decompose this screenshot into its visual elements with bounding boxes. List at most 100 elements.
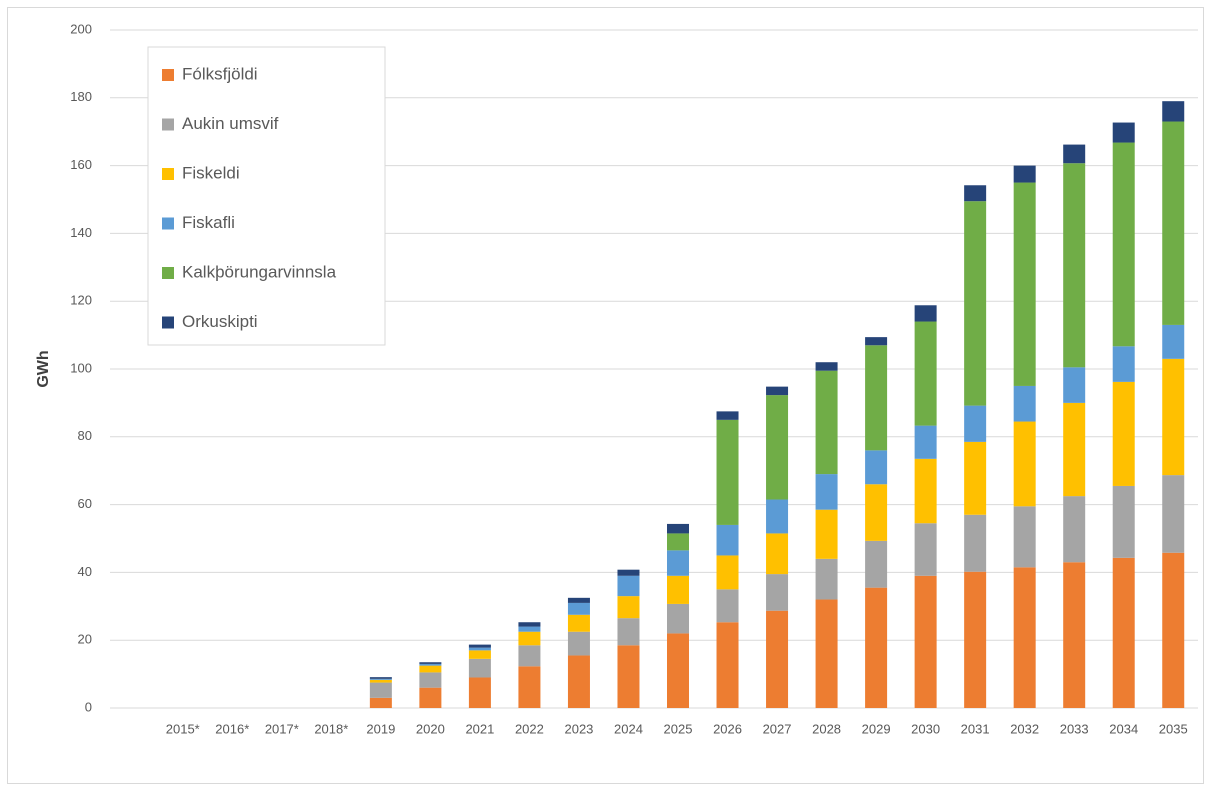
x-tick-label: 2033 [1060, 721, 1089, 736]
y-tick-label: 100 [70, 360, 92, 375]
bar-segment [1063, 163, 1086, 368]
bar-segment [766, 395, 789, 500]
bar-segment [518, 622, 541, 627]
x-tick-label: 2031 [961, 721, 990, 736]
x-tick-label: 2026 [713, 721, 742, 736]
bar-segment [1013, 182, 1036, 386]
legend-label: Fiskafli [182, 213, 235, 232]
bar-segment [1112, 142, 1135, 347]
bar-segment [667, 633, 689, 708]
x-tick-label: 2019 [366, 721, 395, 736]
bar-segment [964, 441, 987, 515]
bar-segment [1162, 101, 1185, 122]
y-tick-label: 200 [70, 21, 92, 36]
bar-segment [865, 345, 888, 451]
bar-segment [617, 569, 640, 576]
bar-segment [1063, 562, 1086, 708]
bar-segment [1013, 385, 1036, 422]
bar-segment [1162, 475, 1185, 553]
bar-segment [716, 411, 739, 420]
y-tick-label: 60 [78, 496, 92, 511]
bar-segment [914, 523, 937, 576]
legend-label: Orkuskipti [182, 312, 258, 331]
bar-segment [468, 644, 491, 648]
y-tick-label: 0 [85, 699, 92, 714]
bar-segment [766, 386, 789, 396]
bar-segment [865, 587, 888, 708]
bar-segment [518, 645, 541, 667]
bar-segment [419, 665, 442, 673]
bar-segment [1013, 567, 1036, 708]
bar-segment [716, 589, 739, 623]
bar-segment [667, 575, 689, 604]
bar-segment [419, 662, 442, 664]
bar-segment [567, 597, 590, 603]
y-tick-label: 180 [70, 89, 92, 104]
x-tick-label: 2028 [812, 721, 841, 736]
bar-segment [766, 574, 789, 611]
bar-segment [567, 614, 590, 632]
bar-segment [617, 645, 640, 708]
x-tick-label: 2021 [465, 721, 494, 736]
bar-segment [1063, 144, 1086, 164]
bar-segment [1013, 165, 1036, 183]
bar-segment [815, 370, 838, 475]
bar-segment [567, 655, 590, 708]
bar-segment [468, 658, 491, 678]
bar-segment [518, 666, 541, 708]
bar-segment [667, 550, 689, 576]
y-tick-label: 80 [78, 428, 92, 443]
bar-segment [815, 474, 838, 510]
bar-segment [1162, 324, 1185, 359]
bar-segment [865, 337, 888, 346]
bar-segment [815, 509, 838, 559]
bar-segment [1112, 381, 1135, 486]
bar-segment [865, 484, 888, 541]
bar-segment [667, 523, 689, 534]
legend-label: Fólksfjöldi [182, 64, 258, 83]
bar-segment [1162, 121, 1185, 325]
bar-segment [964, 514, 987, 572]
bar-segment [716, 622, 739, 708]
x-tick-label: 2030 [911, 721, 940, 736]
bar-segment [369, 679, 392, 683]
x-tick-label: 2024 [614, 721, 643, 736]
bar-segment [1013, 506, 1036, 568]
x-tick-label: 2027 [763, 721, 792, 736]
bar-segment [914, 458, 937, 524]
bar-segment [369, 697, 392, 708]
legend-box [147, 46, 386, 346]
y-axis-label: GWh [35, 350, 52, 387]
bar-segment [1162, 358, 1185, 476]
bar-segment [716, 524, 739, 556]
bar-segment [468, 677, 491, 708]
x-tick-label: 2034 [1109, 721, 1138, 736]
bar-segment [815, 558, 838, 600]
y-tick-label: 40 [78, 564, 92, 579]
bar-segment [369, 678, 392, 680]
bar-segment [369, 677, 392, 679]
legend-swatch [162, 316, 174, 329]
legend-swatch [162, 217, 174, 230]
bar-segment [766, 499, 789, 534]
legend-swatch [162, 168, 174, 180]
x-tick-label: 2025 [664, 721, 693, 736]
y-tick-label: 140 [70, 225, 92, 240]
bar-segment [865, 450, 888, 485]
bar-segment [914, 575, 937, 708]
legend-swatch [162, 118, 174, 131]
x-tick-label: 2029 [862, 721, 891, 736]
bar-segment [964, 405, 987, 442]
bar-segment [716, 419, 739, 525]
bar-segment [914, 305, 937, 322]
x-tick-label: 2020 [416, 721, 445, 736]
x-tick-label: 2032 [1010, 721, 1039, 736]
bar-segment [766, 533, 789, 575]
legend-swatch [162, 69, 174, 81]
bar-segment [1112, 485, 1135, 558]
bar-segment [419, 672, 442, 688]
bar-segment [716, 555, 739, 590]
bar-segment [964, 201, 987, 406]
x-tick-label: 2017* [265, 721, 299, 736]
bar-segment [667, 603, 689, 634]
